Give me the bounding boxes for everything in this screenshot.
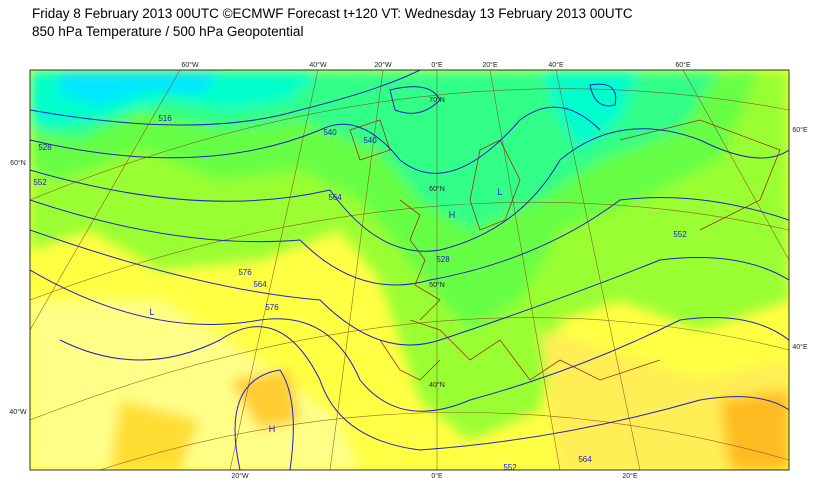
contour-label: 576 bbox=[265, 303, 279, 312]
graticule-label: 20°E bbox=[622, 472, 638, 480]
coastlines bbox=[349, 119, 781, 381]
graticule-label: 60°E bbox=[792, 126, 808, 134]
pressure-center: H bbox=[449, 210, 456, 220]
graticule-label: 60°N bbox=[429, 185, 445, 193]
contour-label: 540 bbox=[323, 128, 337, 137]
graticule-label: 60°N bbox=[10, 159, 26, 167]
pressure-center: H bbox=[269, 424, 276, 434]
pressure-center: L bbox=[497, 187, 502, 197]
graticule-label: 20°E bbox=[482, 61, 498, 69]
graticule-label: 20°W bbox=[231, 472, 249, 480]
graticule-label: 60°W bbox=[181, 61, 199, 69]
contour-label: 564 bbox=[253, 280, 267, 289]
contour-label: 528 bbox=[38, 143, 52, 152]
contour-label: 564 bbox=[328, 193, 342, 202]
contour-label: 552 bbox=[673, 230, 687, 239]
map-frame bbox=[29, 69, 790, 471]
graticule bbox=[30, 70, 789, 470]
graticule-label: 40°W bbox=[309, 61, 327, 69]
contour-label: 516 bbox=[158, 114, 172, 123]
graticule-label: 40°W bbox=[9, 408, 27, 416]
graticule-label: 20°W bbox=[374, 61, 392, 69]
contour-label: 528 bbox=[436, 255, 450, 264]
graticule-label: 70°N bbox=[429, 96, 445, 104]
graticule-label: 40°E bbox=[548, 61, 564, 69]
geopotential-contours bbox=[30, 70, 789, 470]
contour-label: 552 bbox=[503, 463, 517, 472]
contour-label: 552 bbox=[33, 178, 47, 187]
header-line1: Friday 8 February 2013 00UTC ©ECMWF Fore… bbox=[32, 6, 633, 21]
pressure-center: L bbox=[149, 307, 154, 317]
contour-label: 576 bbox=[238, 268, 252, 277]
graticule-label: 0°E bbox=[431, 472, 443, 480]
graticule-label: 50°N bbox=[429, 281, 445, 289]
contour-label: 564 bbox=[578, 455, 592, 464]
header-line2: 850 hPa Temperature / 500 hPa Geopotenti… bbox=[32, 24, 304, 39]
contour-label: 540 bbox=[363, 136, 377, 145]
graticule-label: 40°E bbox=[792, 343, 808, 351]
temperature-field bbox=[30, 70, 789, 470]
graticule-label: 60°E bbox=[675, 61, 691, 69]
graticule-label: 0°E bbox=[431, 61, 443, 69]
graticule-label: 40°N bbox=[429, 381, 445, 389]
